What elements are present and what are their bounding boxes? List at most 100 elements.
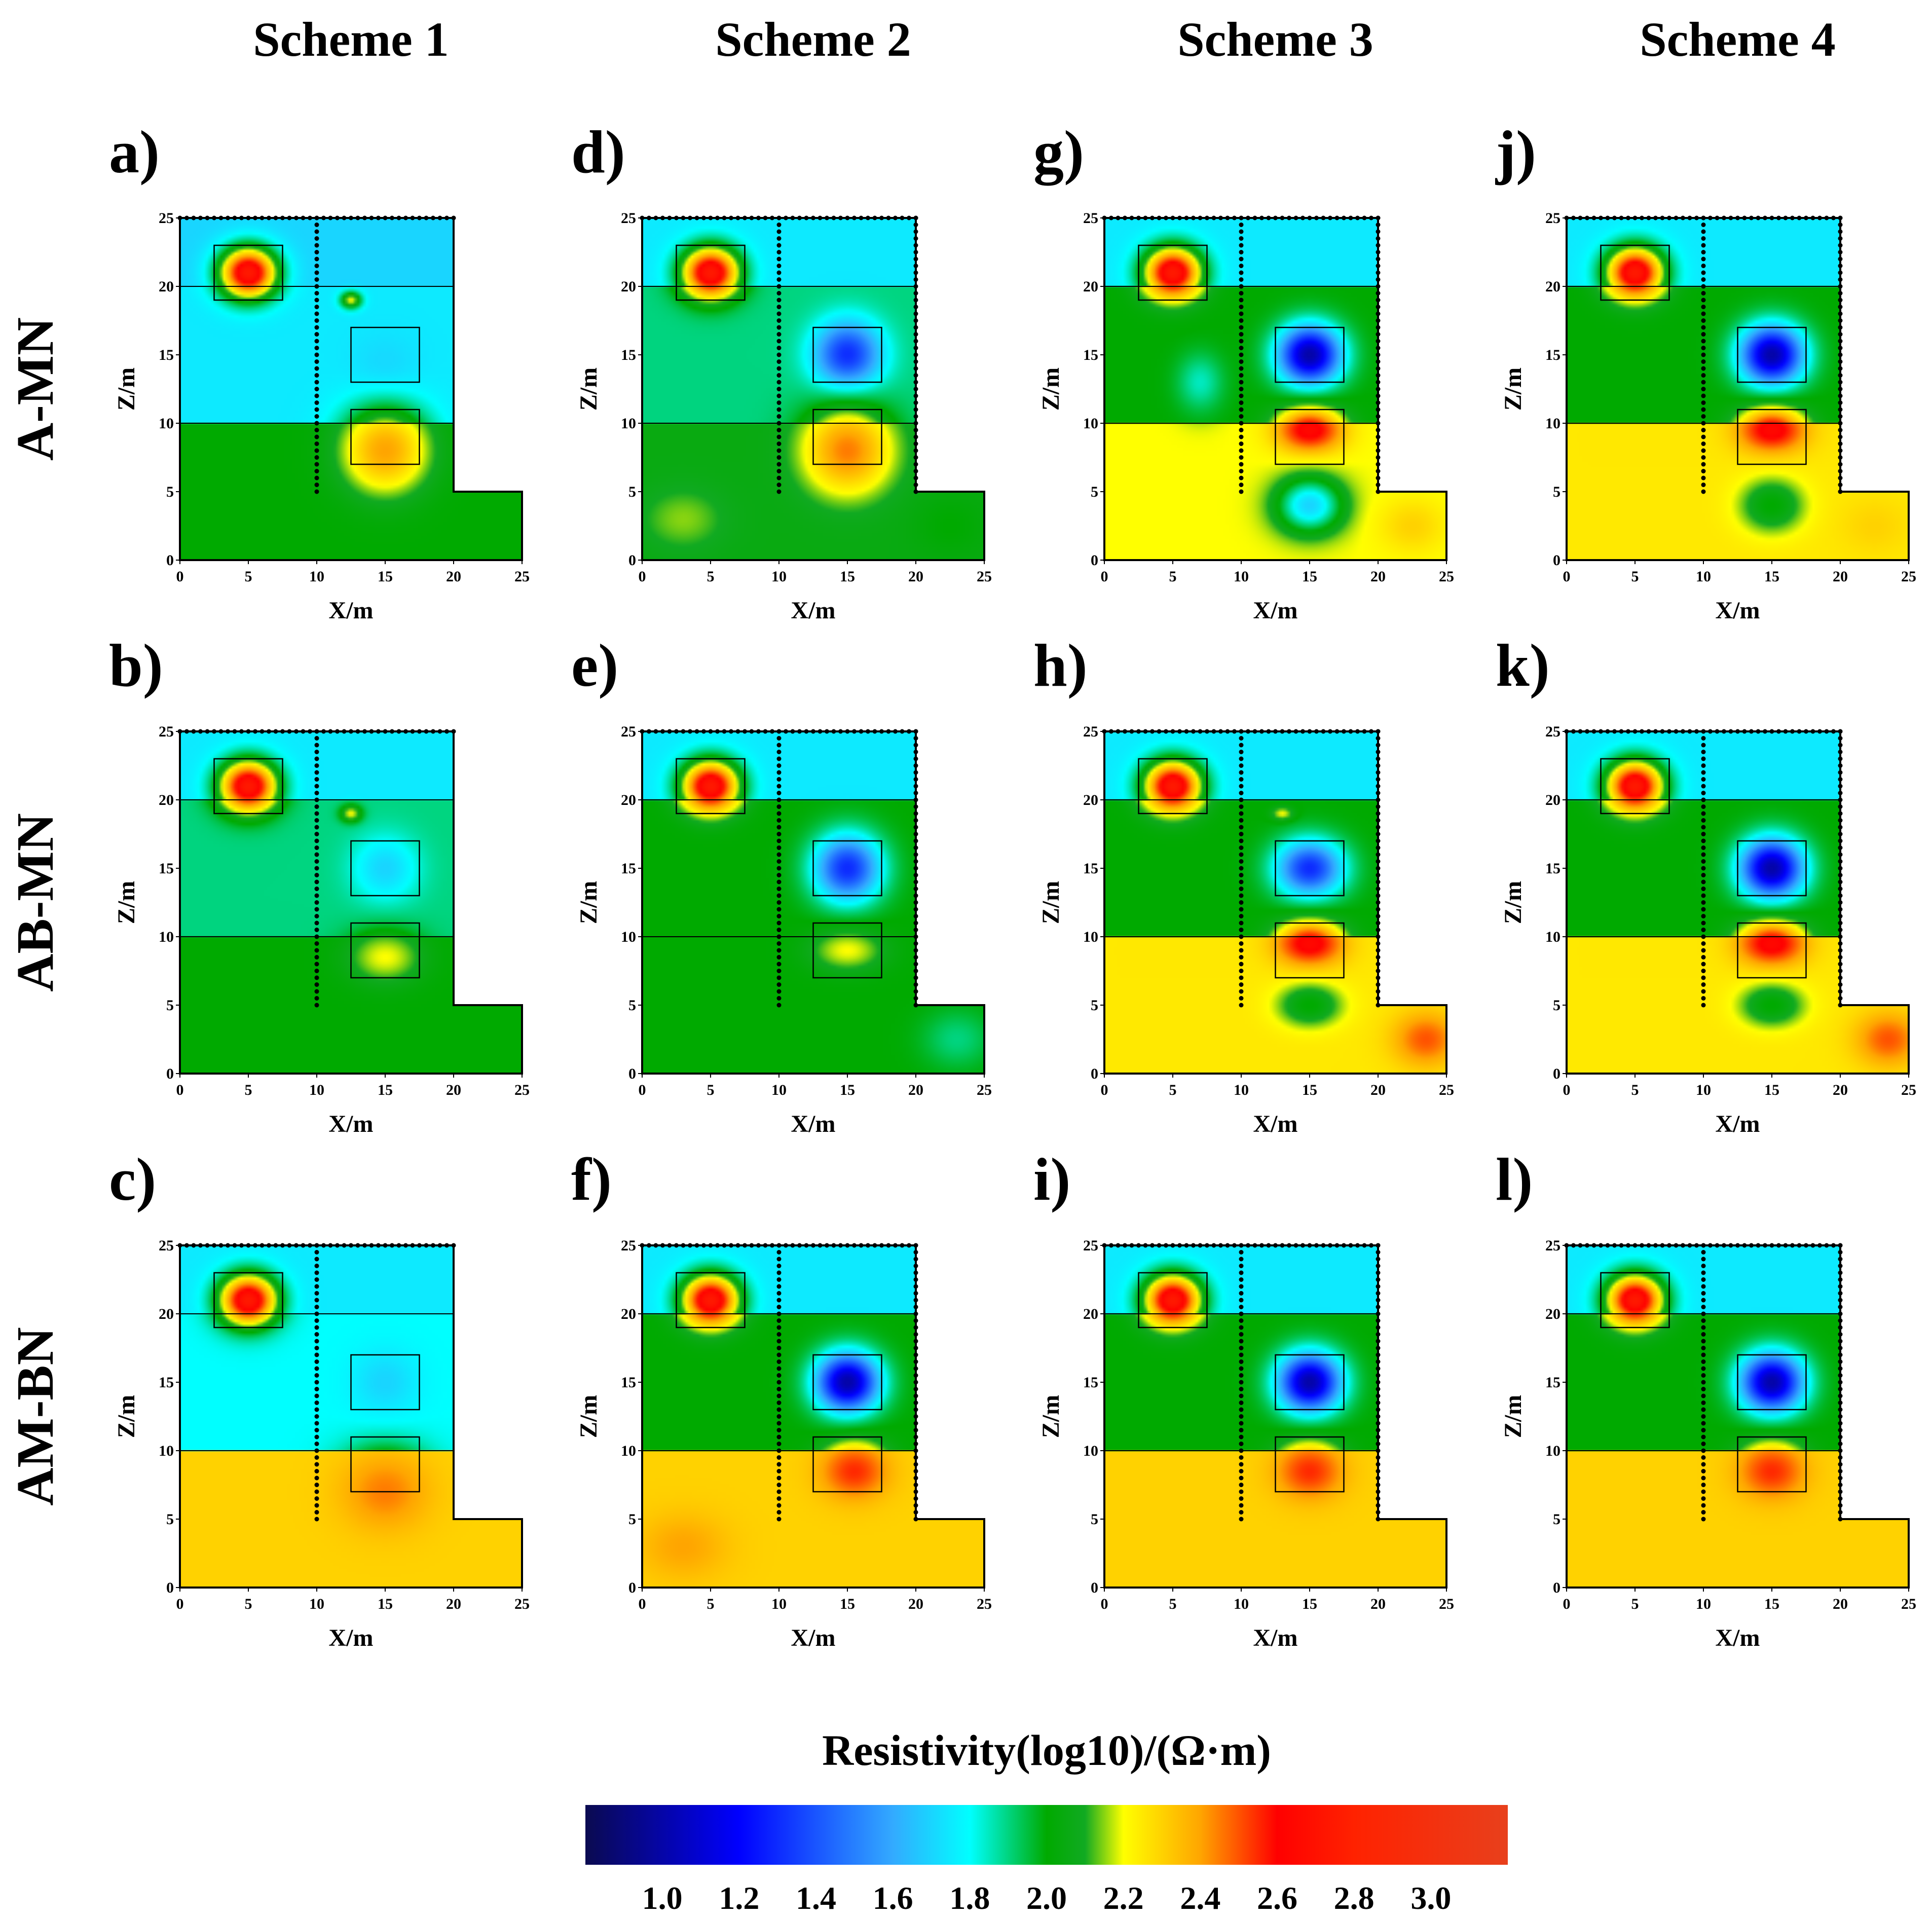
- surface-electrode: [1591, 1243, 1596, 1248]
- x-tick-label: 25: [977, 568, 992, 585]
- y-axis-label: Z/m: [1500, 367, 1527, 411]
- borehole-2-electrode: [913, 1277, 918, 1282]
- borehole-2-electrode: [1838, 928, 1843, 932]
- borehole-1-electrode: [1239, 223, 1244, 227]
- borehole-1-electrode: [1239, 1250, 1244, 1255]
- surface-electrode: [701, 215, 706, 220]
- borehole-1-electrode: [1701, 866, 1706, 871]
- borehole-1-electrode: [776, 1264, 782, 1268]
- x-tick-label: 5: [1631, 1596, 1639, 1612]
- surface-electrode: [355, 729, 360, 734]
- borehole-1-electrode: [776, 948, 782, 953]
- borehole-1-electrode: [314, 729, 319, 734]
- surface-electrode: [1640, 215, 1644, 220]
- x-axis-label: X/m: [1253, 1625, 1298, 1651]
- surface-electrode: [756, 1243, 761, 1248]
- x-axis-label: X/m: [1716, 1111, 1760, 1137]
- borehole-1-electrode: [776, 414, 782, 419]
- surface-electrode: [273, 215, 278, 220]
- borehole-1-electrode: [314, 832, 319, 836]
- surface-electrode: [259, 729, 265, 734]
- borehole-1-electrode: [1239, 1264, 1244, 1268]
- borehole-1-electrode: [1701, 339, 1706, 344]
- borehole-2-electrode: [1838, 311, 1843, 316]
- surface-electrode: [1198, 215, 1203, 220]
- borehole-1-electrode: [314, 387, 319, 391]
- borehole-2-electrode: [1376, 387, 1381, 391]
- target-box-lower-block: [350, 922, 420, 979]
- surface-electrode: [879, 729, 884, 734]
- borehole-2-electrode: [913, 866, 918, 871]
- y-tick-label: 0: [628, 552, 636, 569]
- surface-electrode: [1681, 729, 1685, 734]
- surface-electrode: [701, 729, 706, 734]
- borehole-2-electrode: [1376, 818, 1381, 823]
- borehole-1-electrode: [1701, 1434, 1706, 1440]
- y-tick-label: 5: [166, 1511, 174, 1528]
- borehole-1-electrode: [1701, 441, 1706, 446]
- borehole-1-electrode: [1239, 489, 1244, 494]
- x-tick-label: 15: [378, 568, 393, 585]
- borehole-2-electrode: [1838, 223, 1843, 227]
- surface-electrode: [1605, 729, 1610, 734]
- borehole-1-electrode: [1701, 1428, 1706, 1432]
- colorbar-title: Resistivity(log10)/(Ω·m): [822, 1726, 1271, 1775]
- surface-electrode: [749, 1243, 754, 1248]
- borehole-1-electrode: [776, 359, 782, 364]
- surface-electrode: [212, 215, 216, 220]
- borehole-2-electrode: [1838, 941, 1843, 946]
- x-axis-label: X/m: [791, 597, 836, 624]
- borehole-2-electrode: [913, 1510, 918, 1515]
- surface-electrode: [907, 729, 911, 734]
- surface-electrode: [653, 1243, 658, 1248]
- y-tick-label: 0: [166, 552, 174, 569]
- borehole-1-electrode: [1701, 489, 1706, 494]
- target-box-top-left-block: [213, 244, 283, 301]
- borehole-2-electrode: [913, 1298, 918, 1303]
- borehole-1-electrode: [1239, 434, 1244, 439]
- surface-electrode: [1362, 1243, 1367, 1248]
- borehole-2-electrode: [1376, 462, 1381, 467]
- borehole-1-electrode: [314, 1366, 319, 1371]
- borehole-2-electrode: [913, 455, 918, 460]
- colorbar-gradient: [585, 1805, 1508, 1865]
- surface-electrode: [396, 1243, 401, 1248]
- surface-electrode: [1776, 215, 1781, 220]
- borehole-2-electrode: [913, 489, 918, 494]
- surface-electrode: [1585, 1243, 1589, 1248]
- borehole-1-electrode: [1239, 969, 1244, 973]
- borehole-2-electrode: [1838, 1496, 1843, 1501]
- borehole-1-electrode: [1239, 469, 1244, 473]
- borehole-1-electrode: [314, 1003, 319, 1008]
- surface-electrode: [1280, 1243, 1285, 1248]
- borehole-2-electrode: [1838, 407, 1843, 412]
- borehole-1-electrode: [1701, 729, 1706, 734]
- y-tick-label: 0: [166, 1579, 174, 1596]
- surface-electrode: [376, 215, 381, 220]
- borehole-1-electrode: [1701, 332, 1706, 337]
- surface-electrode: [1211, 729, 1216, 734]
- surface-electrode: [900, 215, 905, 220]
- surface-electrode: [1831, 729, 1836, 734]
- borehole-2-electrode: [1376, 1003, 1381, 1008]
- surface-electrode: [859, 1243, 864, 1248]
- y-tick-label: 15: [159, 860, 174, 877]
- borehole-1-electrode: [1701, 366, 1706, 371]
- borehole-2-electrode: [1838, 948, 1843, 953]
- borehole-1-electrode: [1701, 1339, 1706, 1344]
- surface-electrode: [825, 1243, 829, 1248]
- surface-electrode: [1307, 729, 1312, 734]
- y-tick-label: 10: [621, 929, 636, 945]
- borehole-1-electrode: [776, 777, 782, 782]
- borehole-2-electrode: [1838, 1311, 1843, 1316]
- borehole-1-electrode: [776, 339, 782, 344]
- borehole-1-electrode: [1239, 729, 1244, 734]
- x-tick-label: 25: [514, 1082, 530, 1098]
- borehole-1-electrode: [1701, 1510, 1706, 1515]
- x-tick-label: 25: [514, 568, 530, 585]
- borehole-1-electrode: [1239, 1305, 1244, 1309]
- surface-electrode: [708, 215, 713, 220]
- borehole-1-electrode: [776, 941, 782, 946]
- surface-electrode: [1640, 729, 1644, 734]
